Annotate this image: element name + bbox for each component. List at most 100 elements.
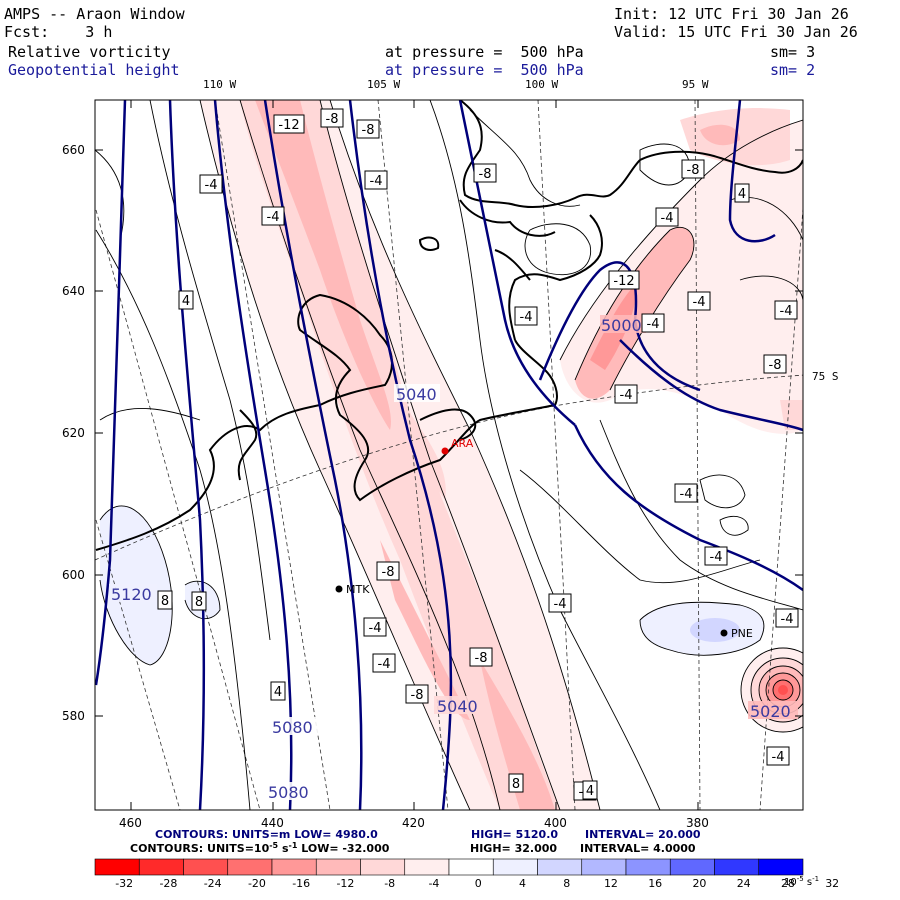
vorticity-label-box bbox=[734, 183, 750, 203]
height-labels: 5040 5000 5120 5080 5080 5040 5020 bbox=[109, 315, 798, 802]
vorticity-label: 8 bbox=[161, 594, 169, 609]
y-axis-ticks bbox=[95, 100, 803, 810]
colorbar-label: 12 bbox=[604, 877, 618, 890]
vorticity-label: -12 bbox=[278, 118, 299, 133]
colorbar-cell bbox=[625, 858, 671, 876]
colorbar-cell bbox=[448, 858, 494, 876]
vorticity-label: -4 bbox=[781, 612, 794, 627]
vorticity-label-box bbox=[655, 207, 679, 227]
colorbar bbox=[94, 858, 804, 876]
colorbar-cell bbox=[537, 858, 583, 876]
vorticity-label: -4 bbox=[370, 174, 383, 189]
vorticity-label: -4 bbox=[772, 750, 785, 765]
station-mtk: MTK bbox=[335, 583, 370, 596]
vorticity-label-box bbox=[273, 114, 305, 134]
vorticity-label-box bbox=[674, 483, 698, 503]
colorbar-unit: 10-5 s-1 bbox=[784, 875, 819, 888]
colorbar-cell bbox=[138, 858, 184, 876]
plot-frame bbox=[94, 99, 804, 811]
station-mtk-label: MTK bbox=[346, 583, 370, 596]
y-tick-label: 640 bbox=[62, 284, 85, 298]
colorbar-label: 16 bbox=[648, 877, 662, 890]
footer-height-interval: INTERVAL= 20.000 bbox=[585, 828, 701, 841]
colorbar-label: -32 bbox=[115, 877, 133, 890]
footer-vort-contours: CONTOURS: UNITS=10-5 s-1 LOW= -32.000 bbox=[130, 841, 390, 855]
colorbar-cell bbox=[227, 858, 273, 876]
x-tick-label: 440 bbox=[261, 816, 284, 830]
vorticity-label: -4 bbox=[693, 295, 706, 310]
vorticity-label-box bbox=[681, 159, 705, 179]
vorticity-label: -8 bbox=[362, 123, 375, 138]
vorticity-label-box bbox=[775, 608, 799, 628]
vorticity-label-box bbox=[582, 780, 598, 800]
vorticity-label: 4 bbox=[274, 685, 282, 700]
height-label: 5000 bbox=[601, 316, 642, 335]
vorticity-label: -4 bbox=[205, 178, 218, 193]
station-ara: ARA bbox=[441, 437, 474, 455]
vorticity-label-box bbox=[364, 170, 388, 190]
lon-label-100w: 100 W bbox=[525, 78, 559, 91]
y-tick-label: 580 bbox=[62, 709, 85, 723]
vorticity-label-box bbox=[614, 384, 638, 404]
colorbar-cell bbox=[94, 858, 140, 876]
header-forecast: Fcst: 3 h bbox=[4, 23, 113, 41]
x-tick-label: 460 bbox=[119, 816, 142, 830]
colorbar-label: -24 bbox=[204, 877, 222, 890]
vorticity-label-box bbox=[774, 300, 798, 320]
colorbar-cell bbox=[183, 858, 229, 876]
lon-label-105w: 105 W bbox=[367, 78, 401, 91]
field1-smoothing: sm= 3 bbox=[770, 43, 816, 61]
vorticity-label-box bbox=[356, 119, 380, 139]
vorticity-label: -8 bbox=[475, 651, 488, 666]
vorticity-label-box bbox=[763, 354, 787, 374]
colorbar-label: 8 bbox=[563, 877, 570, 890]
height-label: 5040 bbox=[437, 697, 478, 716]
height-label: 5020 bbox=[750, 702, 791, 721]
vorticity-contours bbox=[95, 100, 803, 810]
colorbar-cell bbox=[714, 858, 760, 876]
vorticity-label: -8 bbox=[326, 112, 339, 127]
vorticity-label: 8 bbox=[512, 777, 520, 792]
vorticity-label: 4 bbox=[586, 784, 594, 799]
footer-vort-interval: INTERVAL= 4.0000 bbox=[580, 842, 696, 855]
vorticity-label-box bbox=[320, 108, 344, 128]
colorbar-cell bbox=[669, 858, 715, 876]
colorbar-label: -16 bbox=[292, 877, 310, 890]
colorbar-label: 24 bbox=[737, 877, 751, 890]
colorbar-cell bbox=[360, 858, 406, 876]
vorticity-label: -4 bbox=[647, 317, 660, 332]
vorticity-label-box bbox=[548, 593, 572, 613]
vorticity-label-box bbox=[191, 591, 207, 611]
colorbar-cell bbox=[581, 858, 627, 876]
y-tick-label: 600 bbox=[62, 568, 85, 582]
vorticity-label-box bbox=[157, 590, 173, 610]
vorticity-label-box bbox=[270, 681, 286, 701]
field1-pressure: at pressure = 500 hPa bbox=[385, 43, 584, 61]
vorticity-label-box bbox=[261, 206, 285, 226]
vorticity-label: -4 bbox=[267, 210, 280, 225]
vorticity-label: -4 bbox=[369, 621, 382, 636]
colorbar-label: -12 bbox=[336, 877, 354, 890]
colorbar-cell bbox=[492, 858, 538, 876]
colorbar-label: 28 bbox=[781, 877, 795, 890]
vorticity-label: -4 bbox=[520, 310, 533, 325]
colorbar-label: -28 bbox=[159, 877, 177, 890]
vorticity-label: -4 bbox=[661, 211, 674, 226]
vorticity-label-box bbox=[363, 617, 387, 637]
vorticity-label-box bbox=[514, 306, 538, 326]
vorticity-label-box bbox=[372, 653, 396, 673]
vorticity-label-box bbox=[508, 773, 524, 793]
height-label: 5120 bbox=[111, 585, 152, 604]
vorticity-label: -4 bbox=[710, 550, 723, 565]
y-tick-label: 660 bbox=[62, 143, 85, 157]
colorbar-cell bbox=[271, 858, 317, 876]
height-label: 5080 bbox=[272, 718, 313, 737]
vorticity-label-box bbox=[704, 546, 728, 566]
vorticity-label-box bbox=[473, 163, 497, 183]
vorticity-label: -8 bbox=[769, 358, 782, 373]
geopotential-height-contours bbox=[95, 100, 803, 810]
vorticity-labels: -12 -8 -8 -4 -4 -4 -8 -8 4 -12 -4 -4 -4 -8 -4 -4 -4 -4 8 8 -… bbox=[157, 108, 799, 801]
footer-vort-high: HIGH= 32.000 bbox=[470, 842, 557, 855]
lat-label-75s: 75 S bbox=[812, 370, 839, 383]
colorbar-labels: -32 -28 -24 -20 -16 -12 -8 -4 0 4 8 12 16 20 24 28 32 bbox=[115, 877, 839, 890]
